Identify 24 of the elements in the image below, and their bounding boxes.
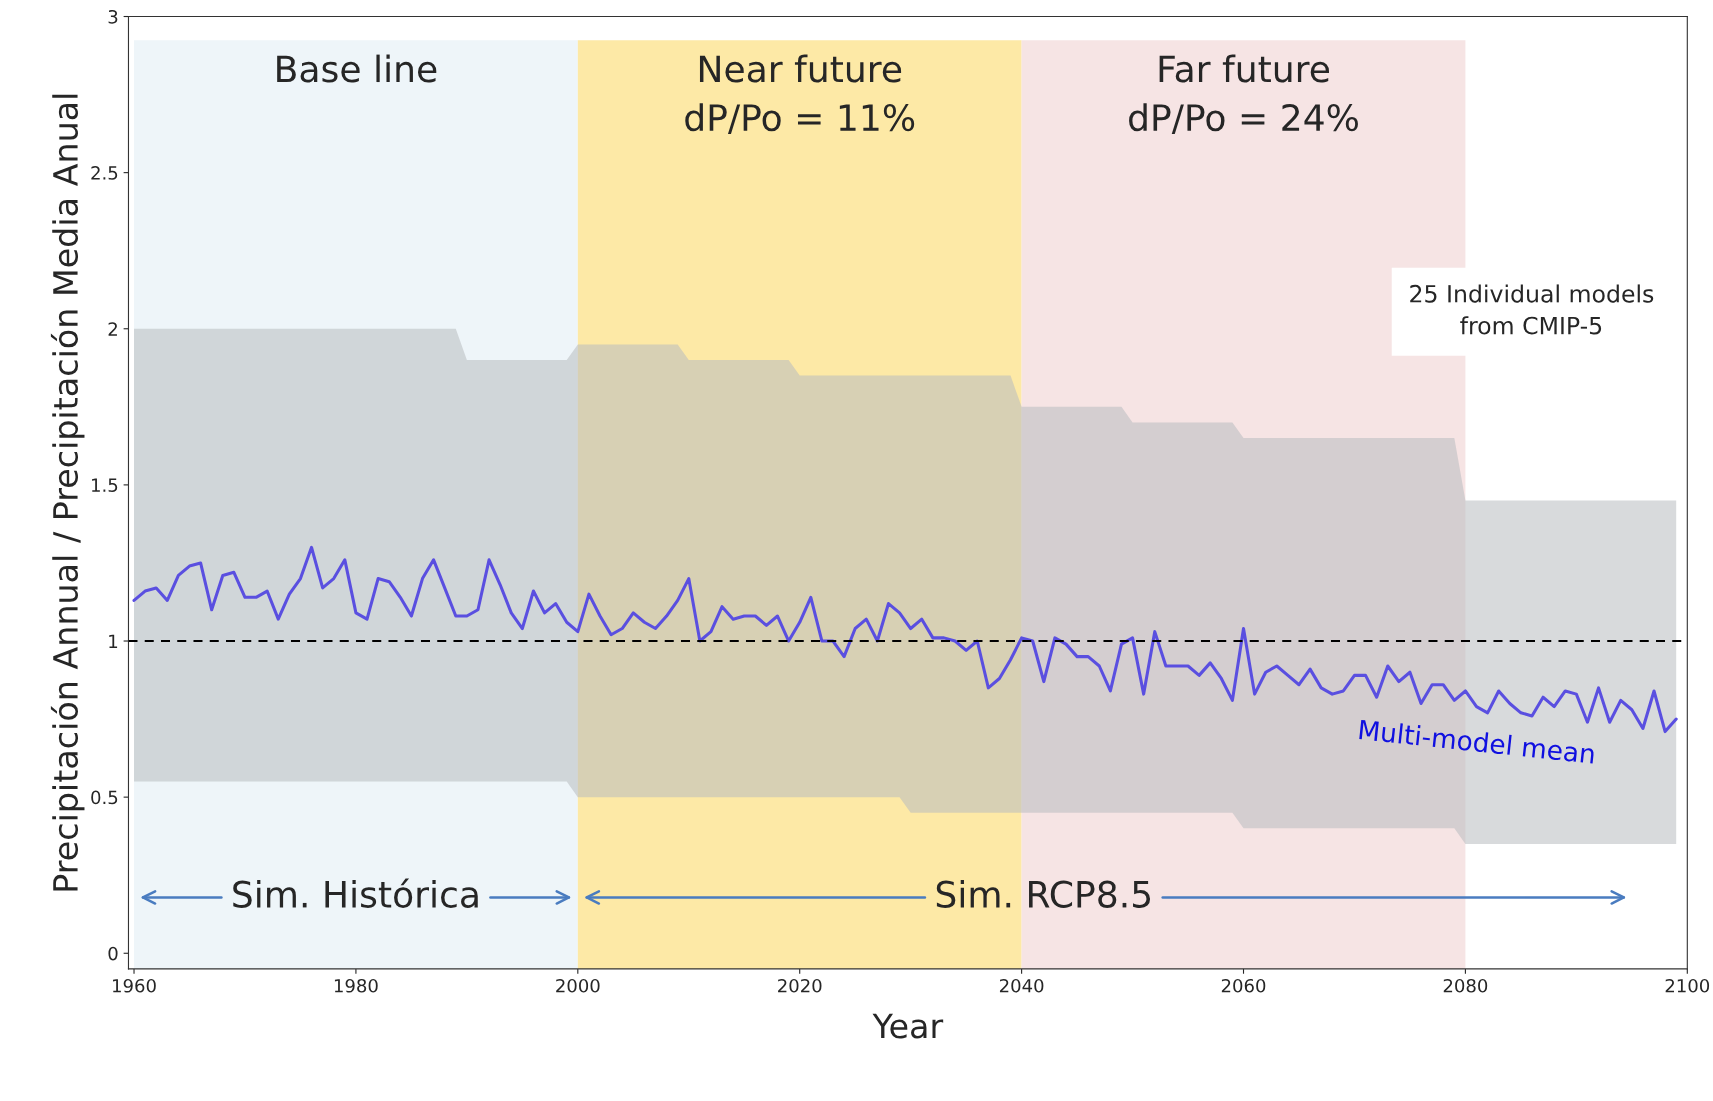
y-tick-label: 2 bbox=[108, 322, 117, 336]
x-tick-label: 2000 bbox=[556, 978, 600, 993]
x-tick-label: 2040 bbox=[999, 978, 1044, 993]
y-tick-label: 0 bbox=[108, 946, 118, 961]
x-tick-label: 2100 bbox=[1665, 978, 1710, 993]
x-tick-label: 1980 bbox=[334, 978, 378, 993]
x-axis-title: Year bbox=[872, 1013, 944, 1039]
y-tick-label: 2.5 bbox=[91, 166, 118, 180]
annotation: Sim. RCP8.5 bbox=[936, 879, 1151, 908]
band-label: Far future dP/Po = 24% bbox=[1129, 54, 1358, 135]
band-label: Near future dP/Po = 11% bbox=[685, 54, 915, 135]
x-tick-label: 2060 bbox=[1221, 978, 1266, 993]
y-axis-title: Precipitación Annual / Precipitación Media Anual bbox=[50, 94, 85, 891]
x-tick-label: 2020 bbox=[778, 978, 822, 993]
y-tick-label: 1.5 bbox=[92, 478, 118, 493]
band-label: Base line bbox=[277, 54, 437, 83]
y-tick-label: 1 bbox=[109, 634, 118, 648]
text: Multi-model mean bbox=[1359, 719, 1595, 764]
y-tick-label: 3 bbox=[108, 9, 118, 24]
annotation: Sim. Histórica bbox=[233, 878, 478, 908]
x-tick-label: 1960 bbox=[113, 978, 156, 993]
annotation: 25 Individual models from CMIP-5 bbox=[1410, 284, 1654, 335]
x-tick-label: 2080 bbox=[1443, 978, 1488, 993]
y-tick-label: 0.5 bbox=[91, 790, 118, 805]
